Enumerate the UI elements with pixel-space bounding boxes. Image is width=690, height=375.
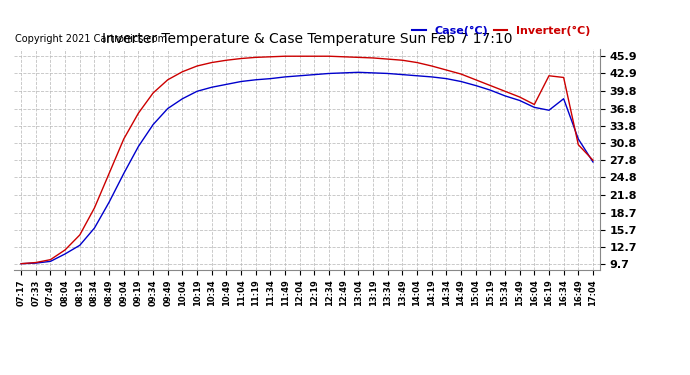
Legend: Case(°C), Inverter(°C): Case(°C), Inverter(°C) bbox=[408, 21, 595, 40]
Title: Inverter Temperature & Case Temperature Sun Feb 7 17:10: Inverter Temperature & Case Temperature … bbox=[102, 32, 512, 46]
Text: Copyright 2021 Cartronics.com: Copyright 2021 Cartronics.com bbox=[15, 34, 167, 44]
